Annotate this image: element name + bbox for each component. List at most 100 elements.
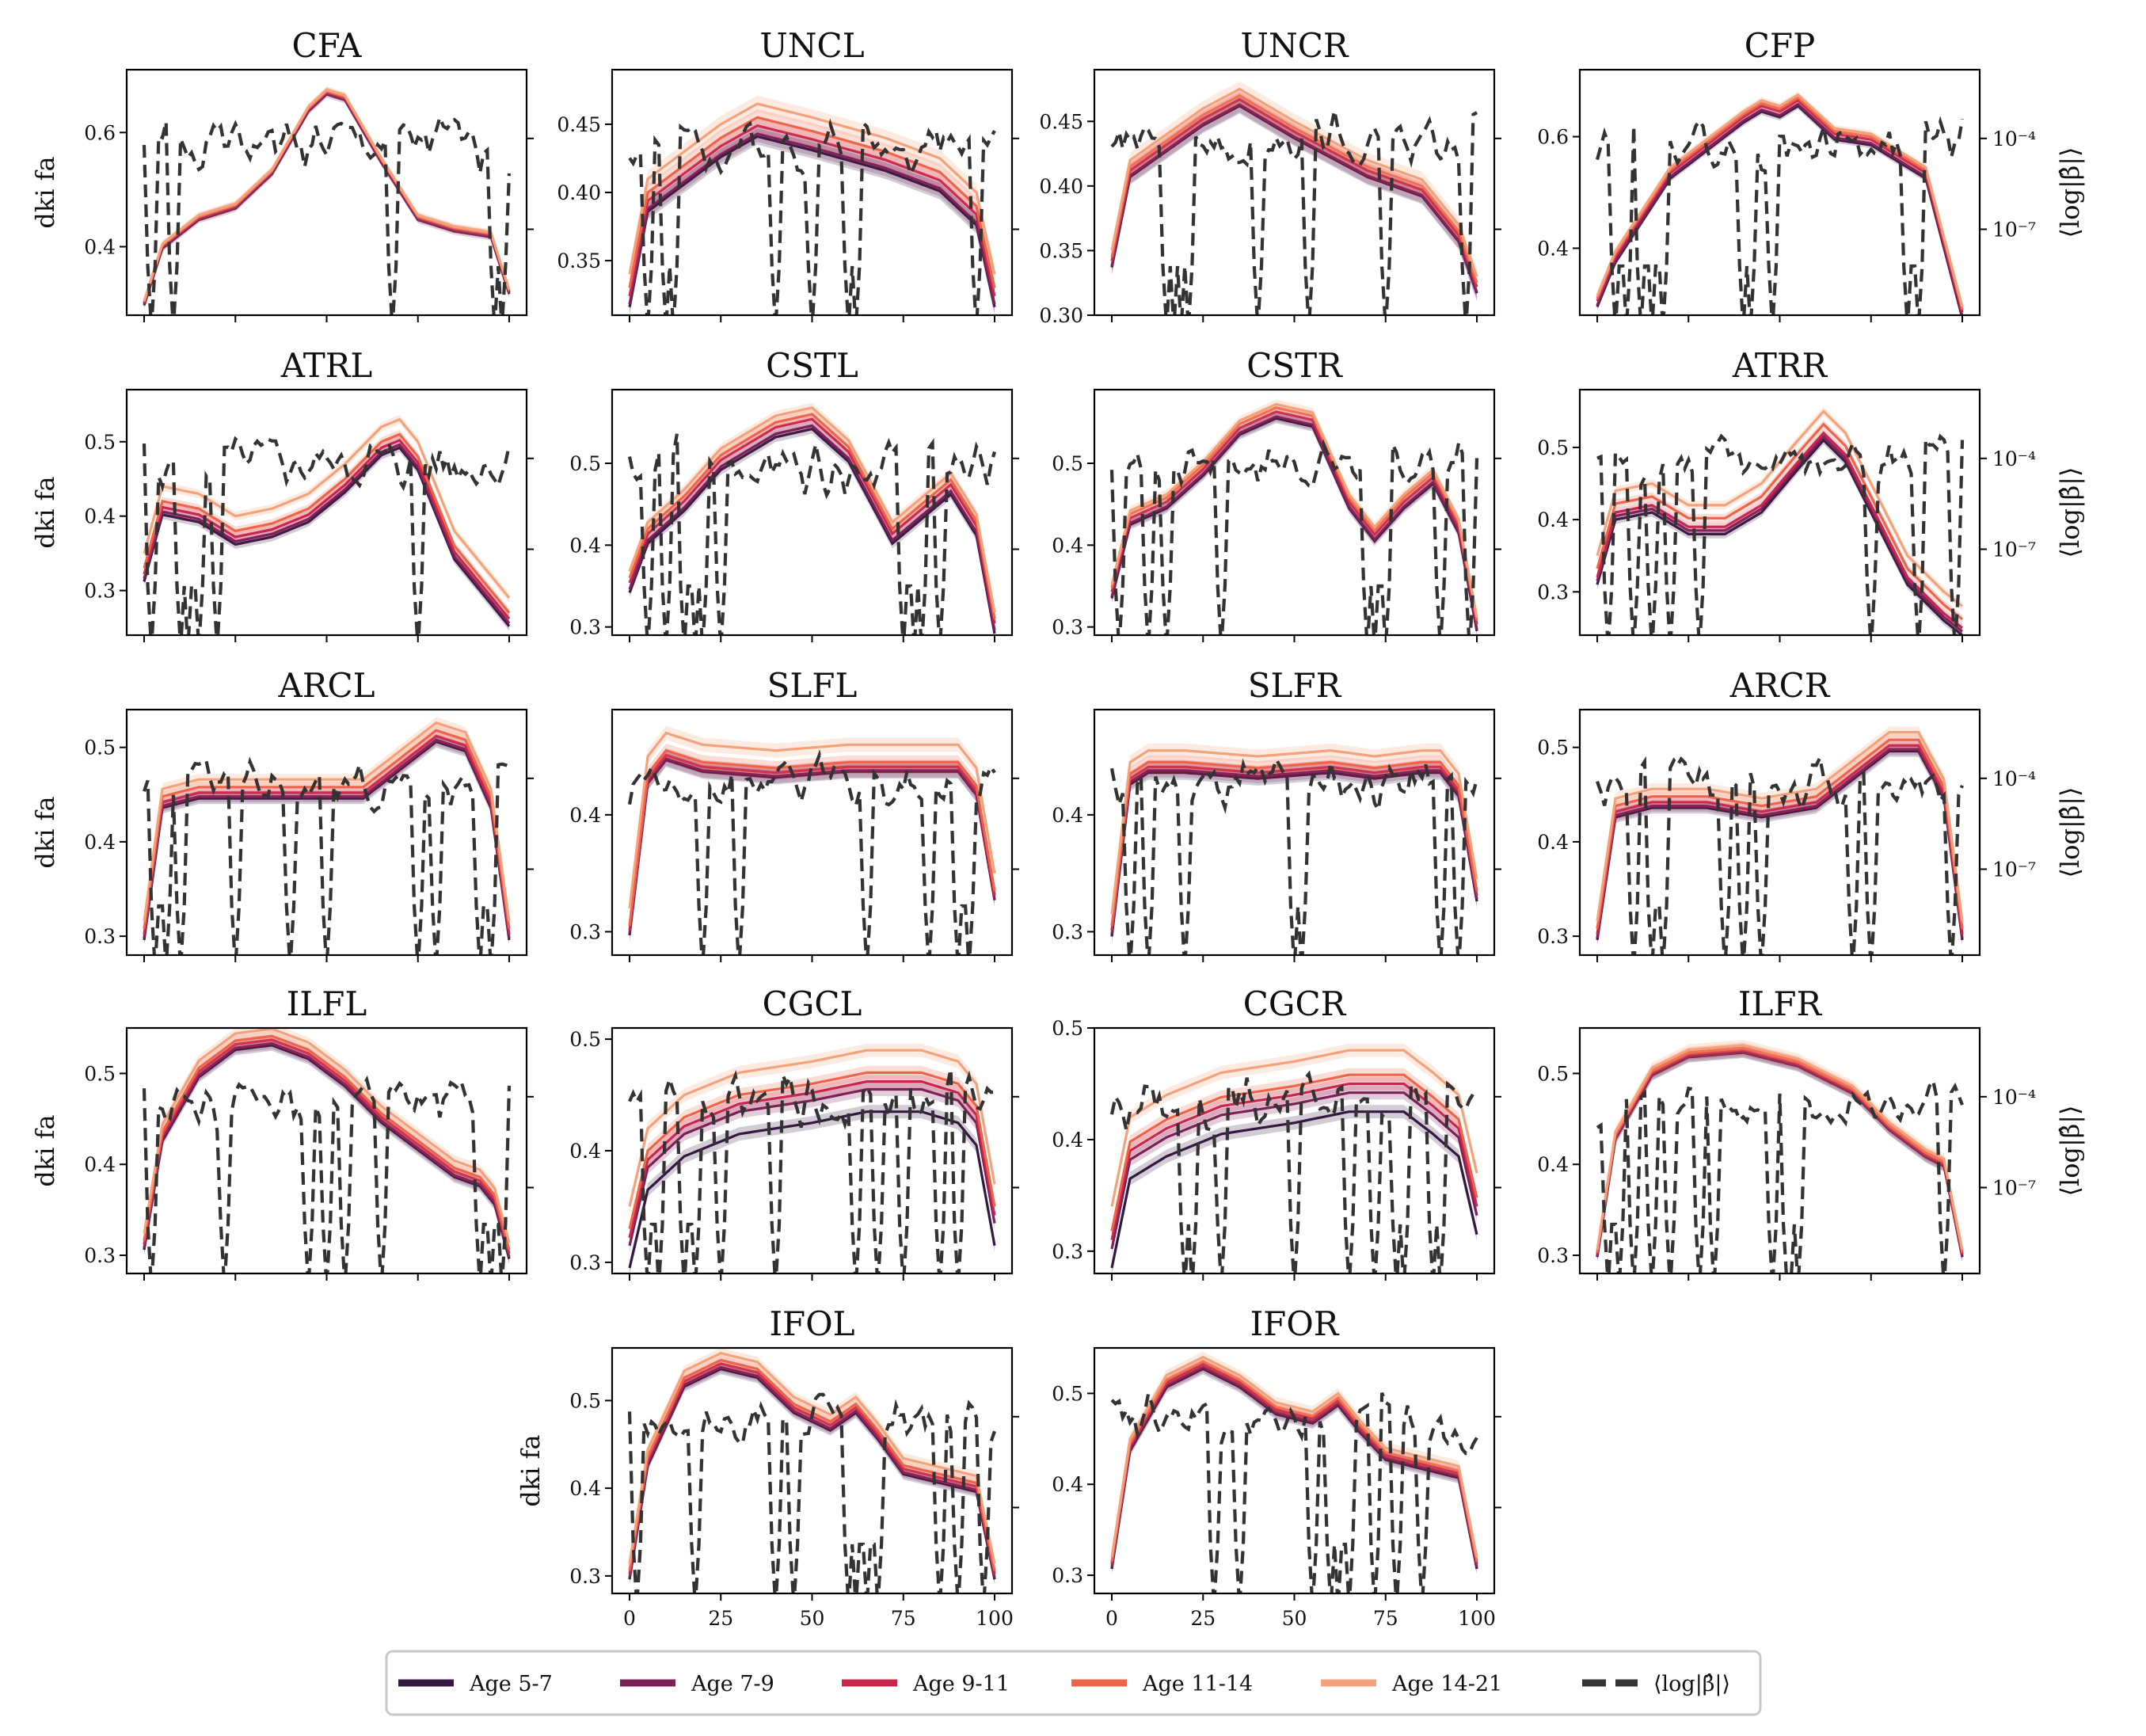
right-tick-label: 10⁻⁴ — [1992, 767, 2036, 790]
series-line-beta — [627, 1392, 996, 1593]
series-line-age-14-21 — [628, 731, 996, 909]
panel-title: ILFR — [1738, 984, 1823, 1023]
y-axis-label: dki fa — [30, 476, 60, 548]
y-tick-label: 0.5 — [1052, 452, 1083, 475]
y-tick-label: 0.45 — [1039, 110, 1083, 133]
series-line-beta — [142, 436, 512, 635]
series-line-age-11-14 — [143, 1034, 511, 1251]
series-line-age-14-21 — [1596, 93, 1964, 307]
band-age-5-7 — [1597, 745, 1962, 946]
panel-title: SLFR — [1248, 666, 1342, 705]
legend: Age 5-7 Age 7-9 Age 9-11 Age 11-14 Age 14-21… — [385, 1650, 1762, 1716]
band-age-7-9 — [1597, 101, 1962, 315]
y-tick-label: 0.4 — [1537, 1153, 1569, 1176]
series-line-beta — [1596, 1076, 1964, 1273]
x-tick-label: 100 — [1458, 1607, 1496, 1630]
right-axis-label: ⟨log|β̂|⟩ — [2055, 147, 2085, 238]
series-line-beta — [1109, 1070, 1478, 1273]
panel-title: IFOL — [769, 1304, 854, 1343]
series-line-age-7-9 — [628, 132, 996, 305]
series-line-age-5-7 — [1110, 1110, 1478, 1269]
series-line-age-5-7 — [143, 90, 511, 305]
y-tick-label: 0.4 — [84, 505, 116, 528]
series-line-beta — [1109, 755, 1479, 955]
band-age-11-14 — [144, 725, 509, 935]
plot-area — [627, 402, 997, 635]
series-line-age-7-9 — [1110, 1091, 1478, 1250]
series-line-beta — [1595, 116, 1965, 315]
legend-label: Age 7-9 — [691, 1672, 774, 1696]
series-line-age-9-11 — [1596, 98, 1964, 313]
legend-label: Age 5-7 — [469, 1672, 553, 1696]
y-tick-label: 0.40 — [1039, 175, 1083, 198]
series-line-age-14-21 — [628, 1049, 996, 1207]
plot-area — [627, 725, 996, 955]
plot-area — [1109, 1043, 1478, 1273]
band-age-11-14 — [630, 1354, 995, 1576]
series-line-age-7-9 — [1110, 415, 1478, 630]
y-tick-label: 0.4 — [1052, 534, 1083, 557]
band-age-7-9 — [1112, 411, 1477, 634]
panel-title: CSTL — [766, 346, 858, 385]
panel-title: IFOR — [1250, 1304, 1340, 1343]
y-axis-label: dki fa — [516, 1434, 546, 1506]
panel-title: SLFL — [767, 666, 858, 705]
panel-title: ATRR — [1732, 346, 1828, 385]
series-line-age-14-21 — [1110, 749, 1478, 915]
series-line-age-11-14 — [628, 748, 996, 927]
band-age-9-11 — [630, 414, 995, 629]
panel-title: ILFL — [287, 984, 367, 1023]
series-line-age-14-21 — [143, 88, 511, 302]
band-age-5-7 — [1112, 413, 1477, 635]
y-tick-label: 0.4 — [84, 831, 116, 854]
y-tick-label: 0.3 — [1537, 925, 1569, 948]
panel-slfl: SLFL 0.3 0.4 — [569, 666, 1019, 962]
y-tick-label: 0.3 — [1052, 920, 1083, 943]
y-tick-label: 0.5 — [84, 1062, 116, 1085]
series-line-beta — [1110, 1388, 1478, 1593]
series-line-age-7-9 — [628, 757, 996, 935]
y-tick-label: 0.30 — [1039, 304, 1083, 327]
y-tick-label: 0.3 — [569, 1251, 601, 1274]
panel-title: CGCR — [1243, 984, 1347, 1023]
series-line-age-7-9 — [143, 1041, 511, 1258]
plot-area — [1596, 1039, 1964, 1273]
series-line-age-11-14 — [143, 89, 511, 303]
band-age-9-11 — [1112, 1077, 1477, 1247]
panel-slfr: SLFR 0.3 0.4 — [1052, 666, 1501, 962]
band-age-7-9 — [630, 125, 995, 313]
panel-ifor: IFOR 0.3 0.4 0.5 0 25 50 75 100 — [1052, 1304, 1501, 1630]
y-tick-label: 0.4 — [1537, 508, 1569, 531]
right-axis-label: ⟨log|β̂|⟩ — [2055, 466, 2085, 558]
right-tick-label: 10⁻⁷ — [1992, 1177, 2036, 1200]
series-line-age-7-9 — [1596, 1050, 1964, 1257]
y-tick-label: 0.4 — [84, 1153, 116, 1176]
band-age-14-21 — [1112, 1043, 1477, 1213]
band-age-5-7 — [144, 736, 509, 946]
y-tick-label: 0.3 — [569, 616, 601, 639]
plot-area — [1110, 1351, 1478, 1593]
x-tick-label: 0 — [1105, 1607, 1118, 1630]
series-line-age-5-7 — [143, 740, 511, 941]
series-line-age-9-11 — [628, 124, 996, 297]
series-line-age-11-14 — [143, 432, 511, 614]
y-tick-label: 0.5 — [1052, 1017, 1083, 1040]
y-tick-label: 0.3 — [84, 1244, 116, 1267]
series-line-beta — [143, 756, 510, 955]
series-line-age-9-11 — [628, 753, 996, 931]
series-line-age-5-7 — [628, 758, 996, 936]
series-line-age-14-21 — [143, 1028, 511, 1243]
panel-atrr: ATRR 0.3 0.4 0.5 10⁻⁴ 10⁻⁷ ⟨log|β̂|⟩ — [1537, 346, 2085, 642]
series-line-age-7-9 — [143, 738, 511, 938]
y-tick-label: 0.35 — [557, 249, 601, 272]
series-line-age-7-9 — [1596, 102, 1964, 315]
y-tick-label: 0.5 — [569, 1028, 601, 1051]
panel-ilfl: ILFL 0.3 0.4 0.5 dki fa — [30, 984, 534, 1281]
series-line-age-11-14 — [628, 116, 996, 288]
series-line-age-11-14 — [1596, 1046, 1964, 1253]
y-tick-label: 0.3 — [84, 925, 116, 948]
band-age-9-11 — [630, 117, 995, 305]
series-line-age-9-11 — [1596, 1048, 1964, 1255]
legend-label: Age 9-11 — [912, 1672, 1010, 1696]
